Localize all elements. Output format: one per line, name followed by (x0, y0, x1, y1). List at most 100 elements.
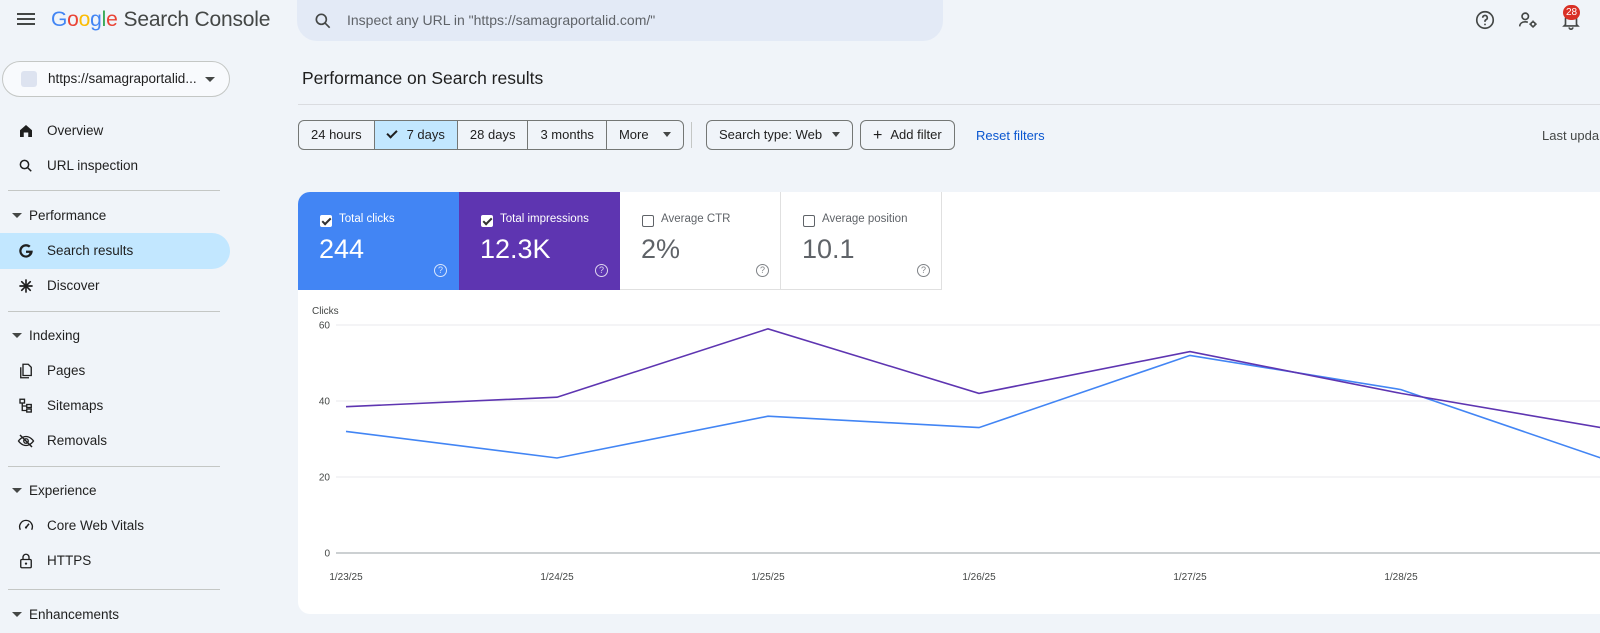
date-range-label: More (618, 127, 649, 142)
metric-total-clicks[interactable]: Total clicks 244 ? (298, 192, 459, 290)
sidebar-item-pages[interactable]: Pages (0, 353, 230, 389)
date-range-more[interactable]: More (607, 121, 683, 149)
caret-down-icon (12, 488, 22, 493)
check-icon (385, 127, 398, 139)
clicks-impressions-line-chart: Clicks 0 20 40 60 1/23/25 1/24/25 1/25/25 1/26/2… (312, 306, 1600, 583)
last-updated-text: Last upda (1542, 128, 1600, 143)
sidebar-item-search-results[interactable]: Search results (0, 233, 230, 269)
sidebar-item-url-inspection[interactable]: URL inspection (0, 148, 230, 184)
sidebar-item-label: Pages (47, 363, 86, 378)
metric-average-position[interactable]: Average position 10.1 ? (781, 192, 942, 290)
url-inspect-search-bar[interactable] (297, 0, 943, 41)
logo-letter: e (106, 8, 118, 31)
notification-count-badge: 28 (1563, 5, 1580, 20)
add-filter-button[interactable]: + Add filter (860, 120, 955, 150)
metric-value: 2% (641, 234, 681, 264)
sidebar-item-https[interactable]: HTTPS (0, 543, 230, 579)
metric-total-impressions[interactable]: Total impressions 12.3K ? (459, 192, 620, 290)
sitemap-icon (19, 398, 32, 413)
y-axis-label: Clicks (312, 306, 339, 317)
x-tick-label: 1/28/25 (1384, 572, 1418, 583)
sidebar-section-performance[interactable]: Performance (0, 202, 220, 230)
sidebar-section-experience[interactable]: Experience (0, 477, 220, 505)
sidebar-divider (8, 190, 220, 191)
plus-icon: + (873, 127, 883, 144)
sidebar-item-sitemaps[interactable]: Sitemaps (0, 388, 230, 424)
sidebar-section-indexing[interactable]: Indexing (0, 322, 220, 350)
help-icon[interactable]: ? (434, 264, 447, 277)
asterisk-icon (19, 279, 33, 293)
section-label: Experience (29, 483, 97, 498)
sidebar-item-label: Sitemaps (47, 398, 104, 413)
date-range-28-days[interactable]: 28 days (458, 121, 529, 149)
date-range-selector: 24 hours 7 days 28 days 3 months More (298, 120, 684, 150)
metric-label: Average CTR (661, 213, 731, 225)
sidebar-divider (8, 466, 220, 467)
logo-letter: G (51, 8, 68, 31)
caret-down-icon (12, 333, 22, 338)
globe-icon (21, 71, 37, 87)
impressions-series-line (345, 327, 1600, 429)
property-label: https://samagraportalid... (48, 71, 197, 86)
home-icon (20, 125, 32, 137)
help-icon[interactable] (1474, 9, 1496, 31)
sidebar-item-label: Search results (47, 243, 134, 258)
checkbox-unchecked-icon (642, 215, 654, 227)
pages-icon (20, 363, 32, 379)
date-range-24-hours[interactable]: 24 hours (299, 121, 375, 149)
sidebar-item-label: Discover (47, 278, 100, 293)
checkbox-checked-icon (481, 215, 493, 227)
search-icon (315, 13, 331, 29)
help-icon[interactable]: ? (917, 264, 930, 277)
sidebar-item-core-web-vitals[interactable]: Core Web Vitals (0, 508, 230, 544)
logo-letter: o (78, 8, 91, 31)
metric-average-ctr[interactable]: Average CTR 2% ? (620, 192, 781, 290)
url-inspect-input[interactable] (347, 10, 927, 30)
page-title: Performance on Search results (302, 68, 544, 88)
checkbox-unchecked-icon (803, 215, 815, 227)
metric-label: Average position (822, 213, 908, 225)
search-icon (19, 159, 32, 172)
reset-filters-link[interactable]: Reset filters (976, 128, 1045, 143)
section-label: Performance (29, 208, 107, 223)
metric-value: 244 (319, 234, 365, 264)
sidebar-item-label: Removals (47, 433, 108, 448)
date-range-3-months[interactable]: 3 months (528, 121, 607, 149)
y-tick-label: 0 (324, 549, 330, 560)
metric-value: 12.3K (480, 234, 551, 264)
property-selector[interactable]: https://samagraportalid... (2, 61, 230, 97)
title-divider (298, 104, 1600, 105)
speedometer-icon (19, 519, 33, 531)
sidebar-divider (8, 589, 220, 590)
caret-down-icon (12, 213, 22, 218)
help-icon[interactable]: ? (595, 264, 608, 277)
x-tick-label: 1/24/25 (540, 572, 574, 583)
search-console-logo[interactable]: Google Search Console (51, 8, 270, 32)
sidebar-item-label: Core Web Vitals (47, 518, 145, 533)
logo-product-name: Search Console (123, 8, 271, 31)
performance-chart-card: Total clicks 244 ? Total impressions 12.… (298, 192, 1600, 614)
manage-users-icon[interactable] (1517, 9, 1539, 31)
chevron-down-icon (205, 77, 215, 82)
filter-separator (691, 122, 692, 148)
sidebar-item-discover[interactable]: Discover (0, 268, 230, 304)
search-type-filter[interactable]: Search type: Web (706, 120, 854, 150)
sidebar-item-label: HTTPS (47, 553, 92, 568)
date-range-7-days[interactable]: 7 days (374, 121, 458, 149)
date-range-label: 7 days (406, 127, 445, 142)
help-icon[interactable]: ? (756, 264, 769, 277)
search-type-label: Search type: Web (719, 127, 823, 142)
sidebar-section-enhancements[interactable]: Enhancements (0, 601, 220, 629)
sidebar-item-overview[interactable]: Overview (0, 113, 230, 149)
logo-letter: l (101, 8, 107, 31)
main-menu-icon[interactable] (16, 10, 36, 30)
x-tick-label: 1/23/25 (329, 572, 363, 583)
section-label: Indexing (29, 328, 81, 343)
clicks-series-line (345, 354, 1600, 459)
sidebar-divider (8, 311, 220, 312)
sidebar-item-label: Overview (47, 123, 104, 138)
sidebar-item-removals[interactable]: Removals (0, 423, 230, 459)
x-tick-label: 1/26/25 (962, 572, 996, 583)
y-tick-label: 40 (319, 397, 331, 408)
